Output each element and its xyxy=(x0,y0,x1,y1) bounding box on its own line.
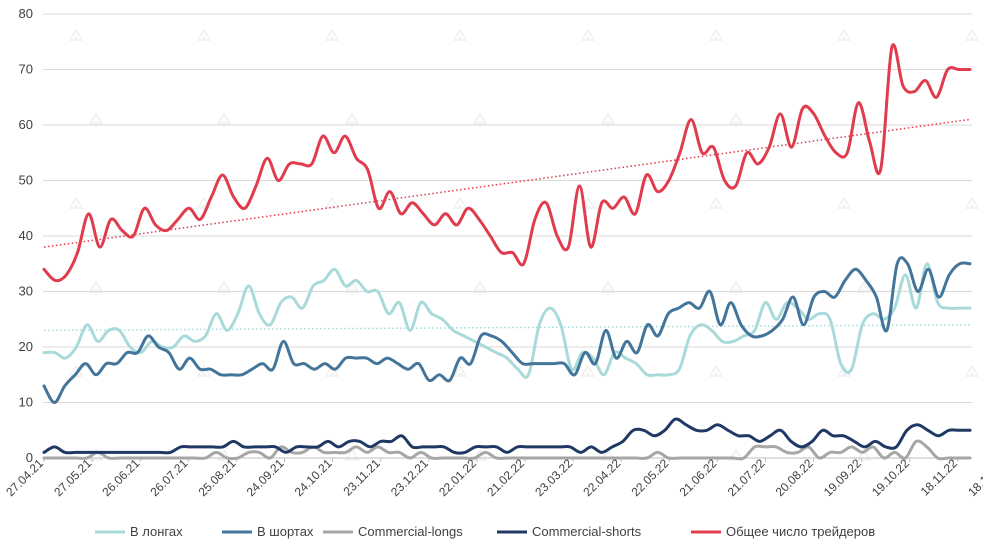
watermark-icon xyxy=(964,28,980,41)
x-tick-label: 23.03.22 xyxy=(532,456,575,499)
watermark-icon xyxy=(472,112,488,125)
watermark-icon xyxy=(452,196,468,209)
x-tick-label: 23.11.21 xyxy=(341,456,384,499)
x-tick-label: 21.07.22 xyxy=(725,456,768,499)
watermark-icon xyxy=(580,364,596,377)
x-tick-label: 19.09.22 xyxy=(821,456,864,499)
x-tick-label: 18.12.22 xyxy=(965,456,983,499)
gridlines xyxy=(43,13,972,459)
watermark-icon xyxy=(68,196,84,209)
x-tick-label: 19.10.22 xyxy=(869,456,912,499)
commercial-shorts-series-line xyxy=(42,417,972,455)
legend-label: В лонгах xyxy=(130,524,183,539)
watermark-icon xyxy=(600,112,616,125)
y-tick-label: 20 xyxy=(19,339,33,354)
y-tick-label: 10 xyxy=(19,395,33,410)
watermark-icon xyxy=(708,28,724,41)
legend[interactable]: В лонгах В шортах Commercial-longs Commerci… xyxy=(95,524,875,539)
x-tick-label: 22.05.22 xyxy=(628,456,671,499)
watermark-icon xyxy=(324,364,340,377)
watermark-icon xyxy=(216,112,232,125)
x-tick-label: 26.07.21 xyxy=(147,456,190,499)
watermark-icon xyxy=(452,28,468,41)
y-tick-label: 30 xyxy=(19,284,33,299)
trendlines xyxy=(43,118,971,332)
watermark-icon xyxy=(964,364,980,377)
watermark-icon xyxy=(452,364,468,377)
watermark-icon xyxy=(88,112,104,125)
total-traders-series-line xyxy=(42,43,972,283)
shorts-series-line xyxy=(42,256,972,404)
y-tick-label: 40 xyxy=(19,228,33,243)
watermark-icon xyxy=(836,28,852,41)
watermark-layer xyxy=(68,28,980,461)
watermark-icon xyxy=(728,112,744,125)
legend-label: Commercial-shorts xyxy=(532,524,642,539)
x-tick-label: 22.04.22 xyxy=(580,456,623,499)
series-lines xyxy=(42,43,972,461)
legend-item-longs[interactable]: В лонгах xyxy=(95,524,183,539)
watermark-icon xyxy=(196,196,212,209)
x-tick-label: 26.06.21 xyxy=(99,456,142,499)
x-tick-label: 21.06.22 xyxy=(677,456,720,499)
legend-label: Commercial-longs xyxy=(358,524,463,539)
y-tick-label: 0 xyxy=(26,450,33,465)
legend-item-commercial-longs[interactable]: Commercial-longs xyxy=(323,524,463,539)
watermark-icon xyxy=(472,280,488,293)
watermark-icon xyxy=(708,196,724,209)
x-tick-label: 24.09.21 xyxy=(244,456,287,499)
longs-series-line xyxy=(42,262,972,379)
x-tick-label: 20.08.22 xyxy=(773,456,816,499)
legend-item-commercial-shorts[interactable]: Commercial-shorts xyxy=(497,524,642,539)
watermark-icon xyxy=(728,280,744,293)
x-tick-label: 18.11.22 xyxy=(918,456,961,499)
watermark-icon xyxy=(600,280,616,293)
watermark-icon xyxy=(196,28,212,41)
x-tick-label: 27.04.21 xyxy=(3,456,46,499)
commercial-longs-series-line xyxy=(42,439,972,461)
watermark-icon xyxy=(580,196,596,209)
watermark-icon xyxy=(580,28,596,41)
y-axis: 0 10 20 30 40 50 60 70 80 xyxy=(19,6,33,465)
watermark-icon xyxy=(324,196,340,209)
watermark-icon xyxy=(88,280,104,293)
legend-label: Общее число трейдеров xyxy=(726,524,875,539)
watermark-icon xyxy=(344,112,360,125)
x-tick-label: 25.08.21 xyxy=(196,456,239,499)
y-tick-label: 80 xyxy=(19,6,33,21)
legend-item-shorts[interactable]: В шортах xyxy=(222,524,314,539)
x-axis: 27.04.21 27.05.21 26.06.21 26.07.21 25.08.21… xyxy=(3,456,983,499)
x-tick-label: 27.05.21 xyxy=(51,456,94,499)
legend-label: В шортах xyxy=(257,524,314,539)
watermark-icon xyxy=(68,28,84,41)
y-tick-label: 70 xyxy=(19,62,33,77)
watermark-icon xyxy=(708,364,724,377)
total-traders-trendline xyxy=(43,118,971,248)
watermark-icon xyxy=(216,280,232,293)
watermark-icon xyxy=(964,196,980,209)
legend-item-total-traders[interactable]: Общее число трейдеров xyxy=(691,524,875,539)
watermark-icon xyxy=(324,28,340,41)
x-tick-label: 24.10.21 xyxy=(292,456,335,499)
x-tick-label: 21.02.22 xyxy=(484,456,527,499)
watermark-icon xyxy=(836,196,852,209)
x-tick-label: 22.01.22 xyxy=(436,456,479,499)
y-tick-label: 50 xyxy=(19,173,33,188)
y-tick-label: 60 xyxy=(19,117,33,132)
x-tick-label: 23.12.21 xyxy=(388,456,431,499)
